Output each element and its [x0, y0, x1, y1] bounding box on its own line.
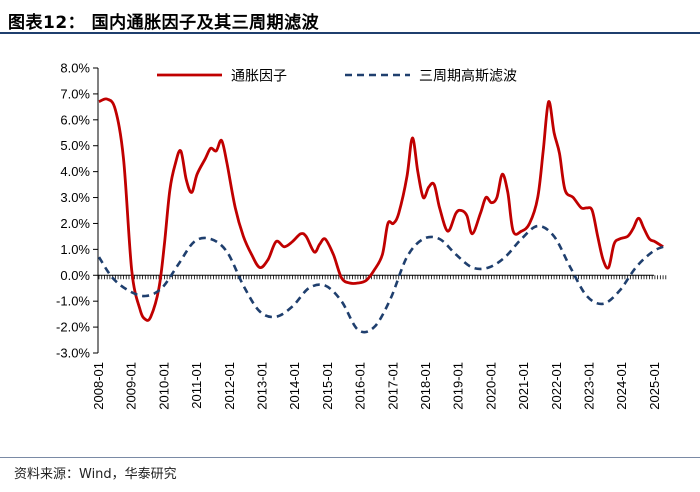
y-tick-label: -2.0%: [56, 320, 90, 335]
y-tick-label: 5.0%: [60, 138, 90, 153]
x-tick-label: 2025-01: [647, 362, 662, 410]
legend: 通胀因子 三周期高斯滤波: [157, 68, 517, 85]
y-tick-label: 6.0%: [60, 112, 90, 127]
x-tick-label: 2014-01: [287, 362, 302, 410]
y-tick-label: 1.0%: [60, 242, 90, 257]
x-tick-label: 2015-01: [320, 362, 335, 410]
x-tick-label: 2023-01: [582, 362, 597, 410]
plot-area: -3.0% -2.0% -1.0% 0.0% 1.0% 2.0% 3.0% 4.0% 5.0% 6…: [56, 61, 667, 410]
y-tick-label: 8.0%: [60, 61, 90, 76]
x-tick-label: 2020-01: [483, 362, 498, 410]
y-tick-label: 2.0%: [60, 216, 90, 231]
x-tick-label: 2013-01: [255, 362, 270, 410]
x-tick-label: 2008-01: [91, 362, 106, 410]
x-tick-label: 2019-01: [451, 362, 466, 410]
x-tick-label: 2012-01: [222, 362, 237, 410]
figure-title: 图表12： 国内通胀因子及其三周期滤波: [8, 13, 320, 33]
x-tick-label: 2009-01: [124, 362, 139, 410]
footer-divider: [0, 457, 700, 458]
y-tick-label: -3.0%: [56, 346, 90, 361]
y-tick-label: 7.0%: [60, 86, 90, 101]
legend-label-filter: 三周期高斯滤波: [419, 68, 517, 85]
y-tick-label: -1.0%: [56, 294, 90, 309]
x-tick-label: 2018-01: [418, 362, 433, 410]
legend-label-inflation: 通胀因子: [231, 69, 287, 85]
x-tick-label: 2021-01: [516, 362, 531, 410]
x-tick-label: 2010-01: [156, 362, 171, 410]
inflation-factor-line: [98, 97, 664, 322]
x-tick-label: 2017-01: [385, 362, 400, 410]
y-tick-label: 0.0%: [60, 268, 90, 283]
title-divider: [0, 32, 700, 34]
x-tick-label: 2011-01: [189, 362, 204, 409]
chart: -3.0% -2.0% -1.0% 0.0% 1.0% 2.0% 3.0% 4.0% 5.0% 6…: [56, 61, 667, 410]
y-tick-label: 3.0%: [60, 190, 90, 205]
x-tick-label: 2024-01: [614, 362, 629, 410]
x-tick-label: 2016-01: [353, 362, 368, 410]
gaussian-filter-line: [97, 224, 664, 334]
x-tick-label: 2022-01: [549, 362, 564, 410]
y-tick-label: 4.0%: [60, 164, 90, 179]
source-note: 资料来源：Wind，华泰研究: [14, 467, 177, 482]
